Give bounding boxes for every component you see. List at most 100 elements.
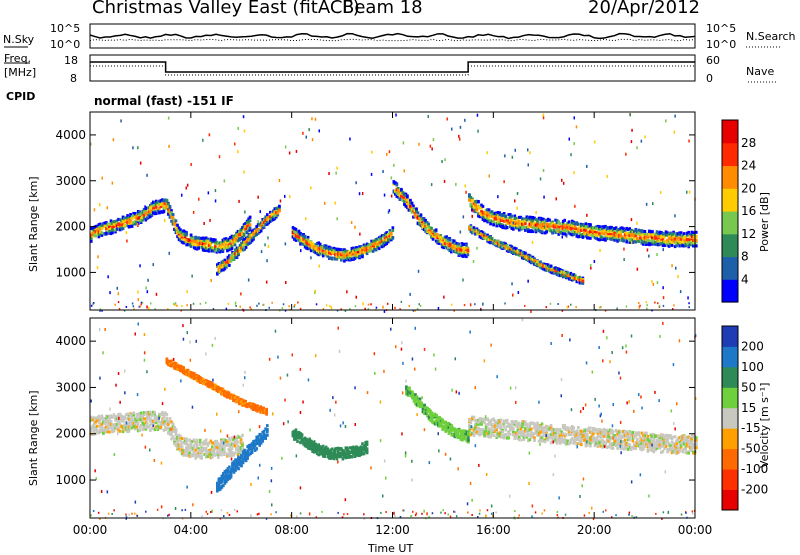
power-scatter-cell xyxy=(674,131,676,134)
power-scatter-cell xyxy=(391,176,393,179)
power-near-range-cell xyxy=(240,306,242,308)
power-scatter-cell xyxy=(145,286,147,289)
power-echo-cell xyxy=(548,219,551,222)
power-echo-cell xyxy=(193,243,196,246)
power-scatter-cell xyxy=(648,255,650,258)
power-echo-cell xyxy=(420,213,423,216)
power-scatter-cell xyxy=(636,146,638,149)
velocity-echo-cell xyxy=(128,430,131,433)
power-near-range-cell xyxy=(370,303,372,305)
power-scatter-cell xyxy=(441,160,443,163)
power-colorbar-tick: 4 xyxy=(741,272,749,286)
power-echo-cell xyxy=(417,211,420,214)
power-echo-cell xyxy=(295,228,298,231)
power-ytick-label: 2000 xyxy=(55,220,86,234)
power-scatter-cell xyxy=(186,187,188,190)
power-scatter-cell xyxy=(544,226,546,229)
power-scatter-cell xyxy=(354,226,356,229)
power-echo-cell xyxy=(536,219,539,222)
power-scatter-cell xyxy=(675,267,677,270)
power-scatter-cell xyxy=(477,130,479,133)
power-echo-cell xyxy=(228,264,231,267)
power-scatter-cell xyxy=(556,197,558,200)
power-echo-cell xyxy=(449,239,452,242)
power-near-range-cell xyxy=(141,303,143,305)
power-scatter-cell xyxy=(138,298,140,301)
power-near-range-cell xyxy=(114,304,116,306)
power-near-range-cell xyxy=(200,303,202,305)
velocity-echo-cell xyxy=(241,434,244,437)
power-scatter-cell xyxy=(428,115,430,118)
velocity-echo-cell xyxy=(207,455,210,458)
power-scatter-cell xyxy=(527,280,529,283)
power-scatter-cell xyxy=(472,215,474,218)
power-echo-cell xyxy=(400,188,403,191)
power-scatter-cell xyxy=(319,129,321,132)
power-near-range-cell xyxy=(689,306,691,308)
power-near-range-cell xyxy=(258,303,260,305)
power-near-range-cell xyxy=(409,305,411,307)
power-scatter-cell xyxy=(444,180,446,183)
velocity-echo-cell xyxy=(172,423,175,426)
power-scatter-cell xyxy=(289,152,291,155)
power-near-range-cell xyxy=(616,308,618,310)
power-scatter-cell xyxy=(386,153,388,156)
power-echo-cell xyxy=(266,213,269,216)
power-scatter-cell xyxy=(515,149,517,152)
power-scatter-cell xyxy=(512,294,514,297)
power-scatter-cell xyxy=(191,275,193,278)
power-scatter-cell xyxy=(590,264,592,267)
power-echo-cell xyxy=(427,223,430,226)
power-scatter-cell xyxy=(147,290,149,293)
power-echo-cell xyxy=(550,265,553,268)
power-scatter-cell xyxy=(267,236,269,239)
power-echo-cell xyxy=(167,202,170,205)
power-scatter-cell xyxy=(657,281,659,284)
power-echo-cell xyxy=(378,247,381,250)
power-scatter-cell xyxy=(328,172,330,175)
power-scatter-cell xyxy=(636,222,638,225)
power-echo-cell xyxy=(243,233,246,236)
power-echo-cell xyxy=(524,252,527,255)
power-scatter-cell xyxy=(586,165,588,168)
velocity-echo-cell xyxy=(240,454,243,457)
power-scatter-cell xyxy=(455,183,457,186)
power-echo-cell xyxy=(467,253,470,256)
power-scatter-cell xyxy=(186,290,188,293)
power-scatter-cell xyxy=(590,267,592,270)
power-scatter-cell xyxy=(224,179,226,182)
power-scatter-cell xyxy=(215,199,217,202)
power-scatter-cell xyxy=(371,151,373,154)
power-scatter-cell xyxy=(518,291,520,294)
power-scatter-cell xyxy=(653,283,655,286)
power-echo-cell xyxy=(432,238,435,241)
power-echo-cell xyxy=(406,196,409,199)
velocity-echo-cell xyxy=(169,417,172,420)
power-echo-cell xyxy=(111,229,114,232)
power-scatter-cell xyxy=(529,151,531,154)
power-scatter-cell xyxy=(473,260,475,263)
power-scatter-cell xyxy=(310,256,312,259)
power-echo-cell xyxy=(589,237,592,240)
power-scatter-cell xyxy=(264,243,266,246)
power-scatter-cell xyxy=(663,296,665,299)
power-scatter-cell xyxy=(346,290,348,293)
power-scatter-cell xyxy=(140,162,142,165)
power-scatter-cell xyxy=(315,290,317,293)
power-scatter-cell xyxy=(430,145,432,148)
power-echo-cell xyxy=(104,225,107,228)
power-scatter-cell xyxy=(102,177,104,180)
power-echo-cell xyxy=(618,238,621,241)
power-ytick-label: 4000 xyxy=(55,128,86,142)
power-echo-cell xyxy=(396,184,399,187)
power-scatter-cell xyxy=(647,249,649,252)
power-echo-cell xyxy=(467,249,470,252)
velocity-echo-cell xyxy=(228,442,231,445)
power-colorbar-segment xyxy=(722,143,738,166)
power-ytick-label: 1000 xyxy=(55,265,86,279)
velocity-echo-cell xyxy=(266,424,269,427)
power-scatter-cell xyxy=(355,181,357,184)
velocity-echo-cell xyxy=(138,429,141,432)
velocity-echo-cell xyxy=(175,430,178,433)
power-scatter-cell xyxy=(153,263,155,266)
